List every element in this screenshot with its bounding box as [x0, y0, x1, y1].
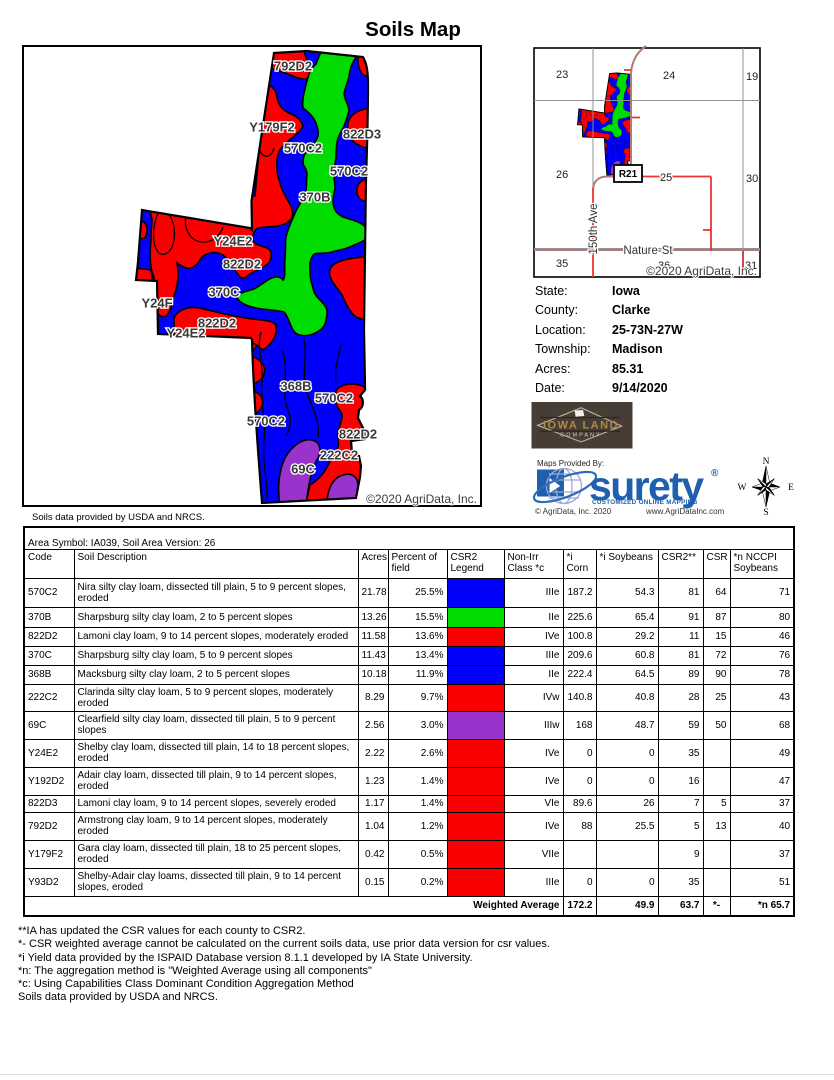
svg-text:570C2: 570C2: [247, 413, 285, 428]
svg-text:surety: surety: [589, 463, 704, 509]
svg-text:26: 26: [556, 169, 568, 181]
svg-text:69C: 69C: [291, 461, 315, 476]
svg-text:822D3: 822D3: [343, 126, 381, 141]
svg-text:IOWA LAND: IOWA LAND: [543, 420, 619, 432]
svg-text:792D2: 792D2: [274, 58, 312, 73]
svg-text:©2020 AgriData, Inc.: ©2020 AgriData, Inc.: [646, 264, 757, 278]
svg-text:24: 24: [663, 70, 675, 82]
svg-text:31: 31: [745, 260, 757, 272]
svg-text:Y24E2: Y24E2: [166, 325, 205, 340]
svg-text:30: 30: [746, 173, 758, 185]
svg-text:370B: 370B: [299, 189, 330, 204]
svg-text:www.AgriDataInc.com: www.AgriDataInc.com: [645, 507, 725, 516]
svg-text:Y179F2: Y179F2: [249, 119, 295, 134]
svg-text:R21: R21: [619, 169, 638, 180]
svg-text:Maps Provided By:: Maps Provided By:: [537, 459, 604, 468]
svg-text:35: 35: [556, 258, 568, 270]
svg-text:36: 36: [658, 260, 670, 272]
svg-text:CUSTOMIZED ONLINE MAPPING: CUSTOMIZED ONLINE MAPPING: [592, 499, 698, 506]
svg-text:Nature-St: Nature-St: [623, 245, 673, 257]
svg-text:150th Ave: 150th Ave: [588, 204, 600, 255]
svg-text:822D2: 822D2: [198, 315, 236, 330]
svg-text:19: 19: [746, 71, 758, 83]
svg-text:822D2: 822D2: [339, 426, 377, 441]
svg-text:23: 23: [556, 69, 568, 81]
svg-text:822D2: 822D2: [223, 256, 261, 271]
svg-text:©2020 AgriData, Inc.: ©2020 AgriData, Inc.: [366, 492, 477, 506]
svg-text:®: ®: [711, 468, 719, 479]
svg-text:570C2: 570C2: [284, 140, 322, 155]
svg-text:222C2: 222C2: [320, 447, 358, 462]
svg-text:© AgriData, Inc. 2020: © AgriData, Inc. 2020: [535, 507, 612, 516]
svg-text:W: W: [738, 483, 747, 493]
svg-text:Y24E2: Y24E2: [213, 233, 252, 248]
svg-text:570C2: 570C2: [315, 390, 353, 405]
svg-text:368B: 368B: [280, 378, 311, 393]
svg-text:E: E: [788, 483, 794, 493]
svg-text:570C2: 570C2: [330, 163, 368, 178]
svg-text:25: 25: [660, 172, 672, 184]
svg-text:370C: 370C: [208, 284, 240, 299]
svg-text:Y24F: Y24F: [141, 295, 172, 310]
svg-text:N: N: [763, 457, 770, 467]
svg-text:COMPANY: COMPANY: [560, 433, 601, 439]
svg-text:S: S: [763, 508, 768, 518]
